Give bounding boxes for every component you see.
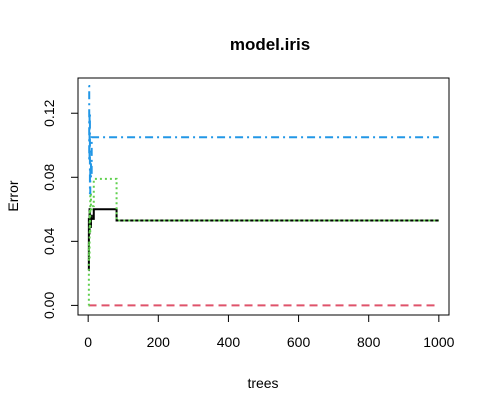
x-tick-label: 0	[84, 334, 92, 350]
x-tick-label: 1000	[423, 334, 454, 350]
x-tick-label: 200	[147, 334, 171, 350]
y-tick-label: 0.08	[41, 163, 57, 190]
x-tick-label: 400	[217, 334, 241, 350]
y-axis: 0.00 0.04 0.08 0.12	[41, 99, 79, 319]
x-axis: 0 200 400 600 800 1000	[84, 314, 455, 350]
series-line-4	[88, 85, 439, 195]
y-axis-label: Error	[5, 180, 21, 211]
x-tick-label: 800	[357, 334, 381, 350]
chart-title: model.iris	[230, 35, 310, 54]
plot-frame	[77, 77, 450, 316]
series-layer	[87, 85, 439, 307]
y-tick-label: 0.12	[41, 99, 57, 126]
series-line-3	[87, 177, 439, 307]
x-axis-label: trees	[247, 375, 278, 391]
y-tick-label: 0.04	[41, 228, 57, 255]
y-tick-label: 0.00	[41, 292, 57, 319]
series-line-1	[87, 208, 439, 272]
x-tick-label: 600	[287, 334, 311, 350]
